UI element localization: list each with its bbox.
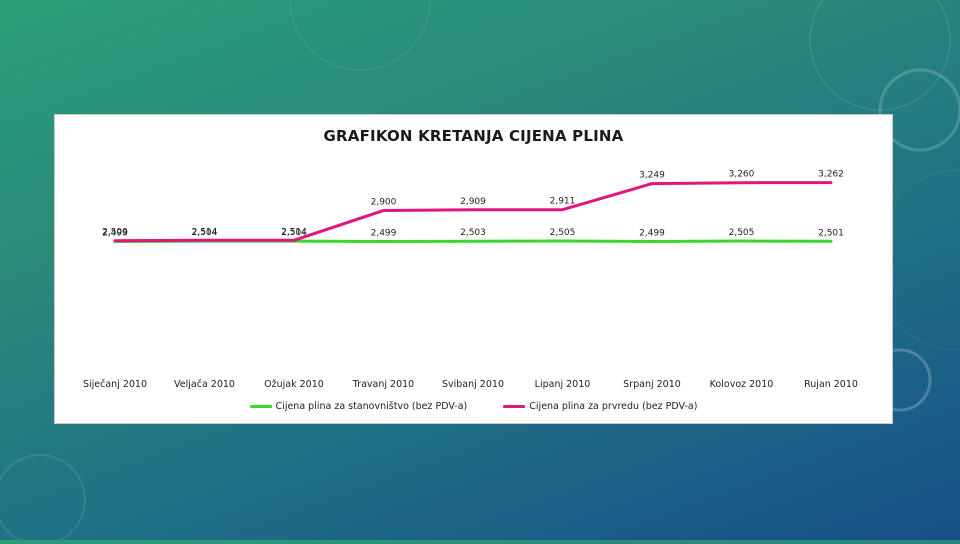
data-label: 3,260 [729, 170, 755, 180]
data-label: 2,504 [192, 228, 218, 238]
legend-swatch-pink [503, 405, 526, 408]
legend-label-prvreda: Cijena plina za prvredu (bez PDV-a) [529, 401, 698, 412]
data-label: 2,509 [102, 228, 128, 238]
data-label: 2,505 [550, 228, 576, 238]
data-label: 2,504 [281, 228, 307, 238]
series-line-prvreda [113, 181, 833, 243]
data-label: 2,911 [550, 197, 576, 207]
data-label: 2,909 [460, 197, 486, 207]
x-tick-label: Veljača 2010 [174, 379, 235, 390]
data-label: 2,499 [102, 229, 128, 239]
data-label: 2,499 [371, 229, 397, 239]
data-label: 3,262 [818, 170, 844, 180]
legend-label-stanovnistvo: Cijena plina za stanovništvo (bez PDV-a) [275, 401, 468, 412]
data-label: 2,514 [281, 227, 307, 237]
x-tick-label: Svibanj 2010 [442, 379, 504, 390]
data-label: 3,249 [639, 171, 665, 181]
x-tick-label: Kolovoz 2010 [710, 379, 774, 390]
legend-item-prvreda: Cijena plina za prvredu (bez PDV-a) [503, 401, 697, 412]
data-label: 2,505 [729, 228, 755, 238]
data-label: 2,503 [460, 228, 486, 238]
data-label: 2,900 [371, 198, 397, 208]
x-tick-label: Rujan 2010 [804, 379, 858, 390]
chart-panel: GRAFIKON KRETANJA CIJENA PLINA 2,499 2,50… [54, 114, 893, 424]
data-label: 2,499 [639, 229, 665, 239]
data-label: 2,501 [818, 228, 844, 238]
legend-swatch-green [249, 405, 272, 408]
legend-item-stanovnistvo: Cijena plina za stanovništvo (bez PDV-a) [249, 401, 468, 412]
x-tick-label: Siječanj 2010 [83, 379, 147, 390]
x-tick-label: Srpanj 2010 [623, 379, 681, 390]
chart-legend: Cijena plina za stanovništvo (bez PDV-a)… [55, 401, 892, 412]
x-tick-label: Lipanj 2010 [535, 379, 591, 390]
x-tick-label: Ožujak 2010 [264, 379, 324, 390]
line-chart: 2,499 2,504 2,504 2,499 2,503 2,505 2,499 2,505… [83, 170, 858, 390]
x-tick-label: Travanj 2010 [352, 379, 414, 390]
chart-title: GRAFIKON KRETANJA CIJENA PLINA [323, 127, 624, 145]
data-label: 2,514 [192, 227, 218, 237]
